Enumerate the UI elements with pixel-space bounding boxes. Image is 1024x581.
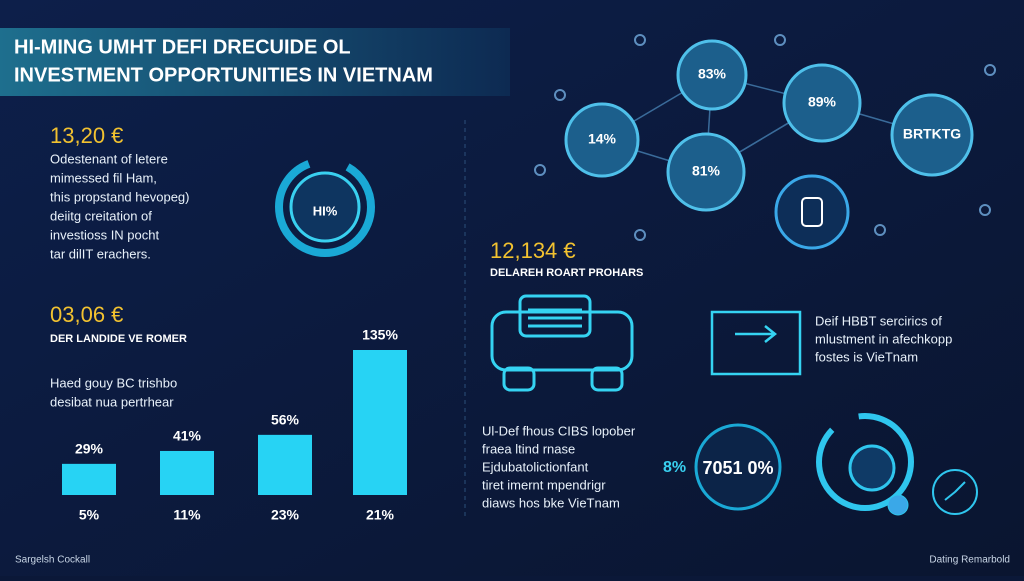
title: HI-MING UMHT DEFI DRECUIDE OL [14, 36, 351, 58]
dot [554, 89, 566, 101]
node-label: 81% [692, 163, 721, 179]
text-line: fraea ltind rnase [482, 441, 575, 456]
node-label: BRTKTG [903, 126, 961, 142]
ring-label: HI% [313, 203, 338, 218]
stat-caption: DER LANDIDE VE ROMER [50, 333, 187, 345]
chart-caption: desibat nua pertrhear [50, 394, 174, 409]
text-line: diaws hos bke VieTnam [482, 495, 620, 510]
dot [774, 34, 786, 46]
network: 83% 89% 14% BRTKTG 81% [534, 34, 996, 250]
side-text: mlustment in afechkopp [815, 331, 952, 346]
icon [801, 197, 823, 227]
category-label: 5% [79, 507, 100, 523]
node [564, 102, 640, 178]
bar-value-label: 135% [362, 327, 398, 343]
dot [534, 164, 546, 176]
paragraph-line: investioss IN pocht [50, 227, 159, 242]
stat: 03,06 € [50, 302, 123, 327]
text-line: Ul-Def fhous CIBS lopober [482, 423, 636, 438]
category-label: 23% [271, 507, 300, 523]
stat-caption: DELAREH ROART PROHARS [490, 267, 643, 279]
side-text: Deif HBBT sercirics of [815, 313, 942, 328]
side-text: fostes is VieTnam [815, 349, 918, 364]
dot [979, 204, 991, 216]
car-icon [490, 294, 634, 392]
dot [874, 224, 886, 236]
paragraph-line: mimessed fil Ham, [50, 170, 157, 185]
box-icon [710, 310, 802, 376]
node [890, 93, 974, 177]
small-pct: 8% [663, 459, 686, 476]
icon-node [774, 174, 850, 250]
footer: Dating Remarbold [929, 555, 1010, 566]
bar-value-label: 41% [173, 428, 202, 444]
category-label: 21% [366, 507, 395, 523]
paragraph-line: Odestenant of letere [50, 151, 168, 166]
bar-value-label: 29% [75, 441, 104, 457]
paragraph-line: deiitg creitation of [50, 208, 152, 223]
stat: 13,20 € [50, 123, 123, 148]
stat: 12,134 € [490, 238, 576, 263]
bottom-text: Ul-Def fhous CIBS lopober fraea ltind rna… [482, 423, 636, 510]
bar-value-label: 56% [271, 412, 300, 428]
node-label: 89% [808, 94, 837, 110]
footer: Sargelsh Cockall [15, 555, 90, 566]
category-label: 11% [173, 507, 201, 523]
bar [353, 350, 407, 495]
dot [984, 64, 996, 76]
circle-label: 7051 0% [702, 458, 773, 478]
paragraph-line: tar dilIT erachers. [50, 246, 151, 261]
node [676, 39, 748, 111]
bar [160, 450, 214, 495]
node [782, 63, 862, 143]
text-line: Ejdubatolictionfant [482, 459, 589, 474]
chart-caption: Haed gouy BC trishbo [50, 375, 177, 390]
paragraph-line: this propstand hevopeg) [50, 189, 189, 204]
text-line: tiret imernt mpendrigr [482, 477, 606, 492]
dot [634, 34, 646, 46]
bar [62, 463, 116, 495]
node-label: 14% [588, 131, 617, 147]
node-label: 83% [698, 66, 727, 82]
title: INVESTMENT OPPORTUNITIES IN VIETNAM [14, 64, 433, 86]
gauge [816, 413, 978, 516]
node [666, 132, 746, 212]
circle [694, 423, 782, 511]
dot [634, 229, 646, 241]
bar [258, 434, 312, 495]
ring: HI% [275, 157, 375, 257]
bar-chart: 29% 5% 41% 11% 56% 23% 135% 21% [62, 327, 407, 523]
title-banner [0, 28, 510, 96]
paragraph: Odestenant of letere mimessed fil Ham, thi… [50, 151, 189, 261]
